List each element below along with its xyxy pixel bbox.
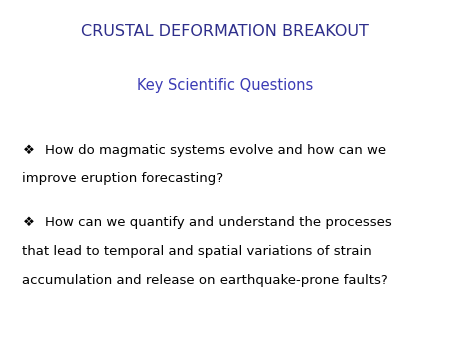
Text: How do magmatic systems evolve and how can we: How do magmatic systems evolve and how c… [45, 144, 386, 156]
Text: improve eruption forecasting?: improve eruption forecasting? [22, 172, 224, 185]
Text: ❖: ❖ [22, 216, 34, 229]
Text: How can we quantify and understand the processes: How can we quantify and understand the p… [45, 216, 392, 229]
Text: that lead to temporal and spatial variations of strain: that lead to temporal and spatial variat… [22, 245, 372, 258]
Text: ❖: ❖ [22, 144, 34, 156]
Text: accumulation and release on earthquake-prone faults?: accumulation and release on earthquake-p… [22, 274, 388, 287]
Text: Key Scientific Questions: Key Scientific Questions [137, 78, 313, 93]
Text: CRUSTAL DEFORMATION BREAKOUT: CRUSTAL DEFORMATION BREAKOUT [81, 24, 369, 39]
